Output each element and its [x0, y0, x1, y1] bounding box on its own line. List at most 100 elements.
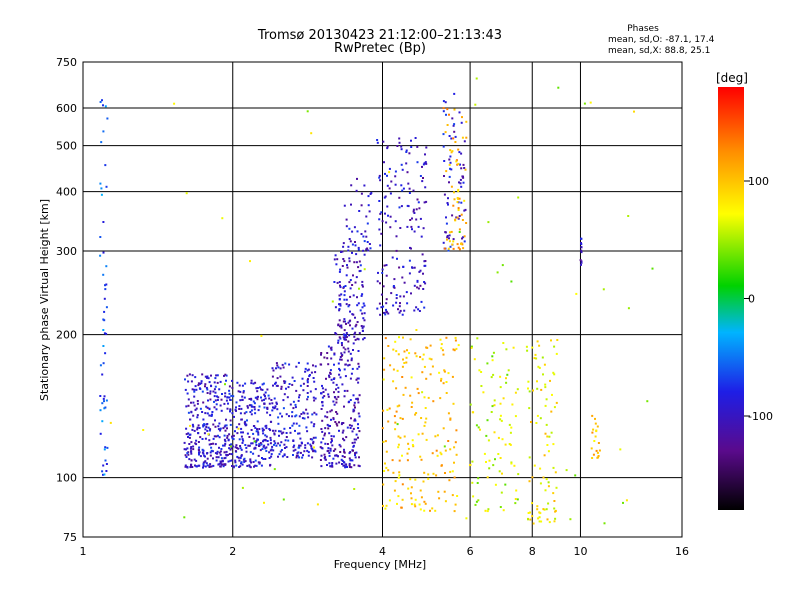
point-x-mode	[445, 392, 448, 394]
point-o-mode	[416, 145, 419, 148]
point-o-mode	[192, 425, 195, 428]
point-o-mode	[252, 432, 255, 435]
point-o-mode	[348, 227, 351, 230]
point-o-mode	[379, 282, 381, 285]
point-o-mode	[343, 318, 346, 321]
point-o-mode	[378, 174, 381, 177]
point-x-mode	[431, 507, 434, 510]
point-o-mode	[345, 436, 348, 439]
point-o-mode	[361, 312, 364, 315]
point-o-mode	[319, 459, 322, 461]
point-o-mode	[298, 415, 301, 418]
point-o-mode	[190, 441, 193, 444]
point-x-mode	[454, 218, 457, 221]
point-x-mode	[458, 228, 461, 231]
point-o-mode	[261, 427, 264, 430]
point-x-mode	[431, 452, 434, 455]
point-o-mode	[276, 408, 279, 411]
point-o-mode	[190, 447, 192, 450]
point-o-mode	[392, 285, 395, 287]
point-x-mode	[221, 217, 224, 220]
point-o-mode	[284, 447, 286, 449]
point-x-mode	[486, 362, 489, 365]
point-x-mode	[492, 351, 495, 354]
point-o-mode	[416, 161, 419, 164]
point-x-mode	[448, 163, 451, 166]
point-x-mode	[488, 467, 491, 470]
point-o-mode	[275, 401, 278, 404]
point-o-mode	[202, 449, 205, 452]
point-o-mode	[241, 463, 244, 466]
point-o-mode	[250, 429, 253, 431]
point-o-mode	[326, 464, 328, 466]
point-o-mode	[356, 177, 358, 180]
point-x-mode	[515, 489, 518, 492]
point-o-mode	[339, 304, 342, 307]
point-o-mode	[248, 444, 251, 447]
point-o-mode	[330, 348, 333, 351]
point-o-mode	[402, 265, 405, 268]
point-o-mode	[320, 441, 323, 444]
point-x-mode	[472, 495, 475, 498]
point-o-mode	[356, 367, 359, 370]
point-o-mode	[103, 400, 105, 403]
point-o-mode	[352, 449, 354, 452]
point-o-mode	[362, 249, 365, 252]
point-o-mode	[423, 281, 426, 283]
point-o-mode	[341, 265, 344, 267]
point-x-mode	[446, 108, 449, 111]
point-x-mode	[517, 473, 520, 476]
y-tick-label: 75	[63, 531, 77, 544]
point-o-mode	[448, 175, 451, 178]
point-o-mode	[239, 390, 242, 393]
x-tick-label: 2	[229, 545, 236, 558]
point-o-mode	[443, 175, 445, 177]
point-x-mode	[471, 481, 474, 484]
point-x-mode	[436, 454, 439, 457]
point-o-mode	[106, 446, 109, 449]
point-o-mode	[415, 306, 418, 309]
point-o-mode	[239, 456, 242, 459]
point-x-mode	[453, 349, 456, 352]
point-o-mode	[214, 452, 217, 455]
point-o-mode	[262, 439, 265, 442]
point-o-mode	[235, 444, 238, 447]
point-o-mode	[209, 463, 212, 466]
point-x-mode	[430, 358, 433, 361]
point-o-mode	[339, 356, 342, 358]
point-o-mode	[207, 426, 210, 429]
point-o-mode	[254, 412, 257, 415]
point-x-mode	[442, 353, 445, 356]
point-x-mode	[545, 508, 548, 511]
point-x-mode	[397, 353, 400, 356]
point-o-mode	[348, 304, 351, 306]
point-o-mode	[259, 386, 261, 389]
point-o-mode	[446, 235, 449, 237]
point-o-mode	[376, 139, 379, 141]
point-o-mode	[298, 396, 300, 399]
point-o-mode	[343, 448, 345, 451]
point-o-mode	[380, 306, 383, 309]
point-o-mode	[187, 404, 190, 407]
point-x-mode	[388, 171, 391, 174]
point-x-mode	[475, 500, 478, 503]
point-o-mode	[401, 313, 404, 316]
point-o-mode	[347, 347, 350, 350]
point-o-mode	[357, 248, 360, 251]
point-o-mode	[403, 281, 406, 284]
point-o-mode	[185, 427, 188, 430]
point-x-mode	[529, 511, 531, 514]
point-o-mode	[335, 462, 338, 465]
point-o-mode	[353, 409, 356, 412]
point-o-mode	[352, 274, 354, 277]
point-x-mode	[488, 459, 491, 462]
point-o-mode	[342, 258, 345, 260]
point-o-mode	[295, 389, 298, 392]
point-o-mode	[321, 384, 323, 387]
point-o-mode	[408, 272, 411, 275]
point-o-mode	[282, 407, 285, 410]
point-o-mode	[445, 216, 447, 219]
point-o-mode	[102, 345, 105, 347]
point-o-mode	[216, 452, 219, 455]
point-x-mode	[530, 421, 532, 423]
